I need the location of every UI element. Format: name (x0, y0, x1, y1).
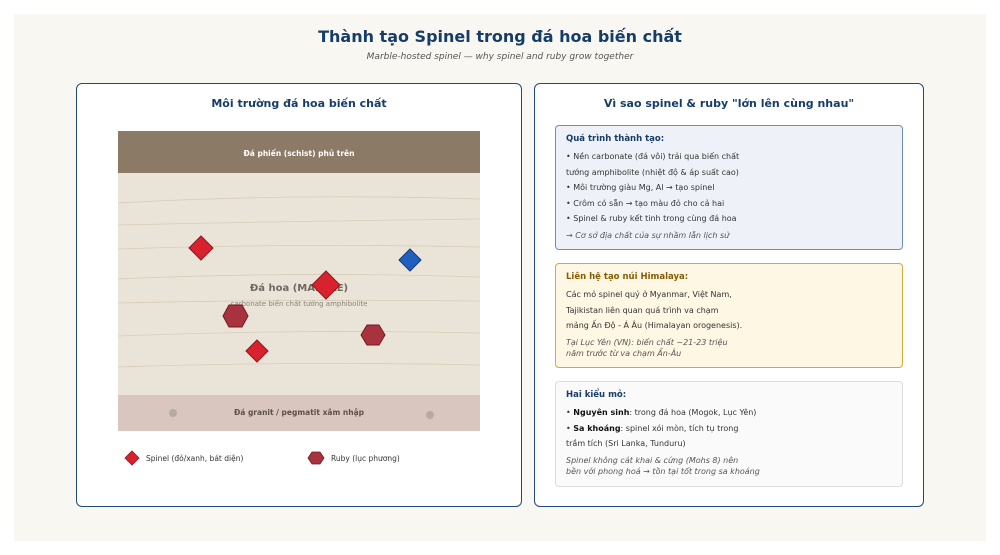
marble-veins (118, 196, 480, 368)
marble-environment-panel: Môi trường đá hoa biến chất Đá phiến (sc… (76, 83, 522, 507)
himalaya-line: mảng Ấn Độ - Á Âu (Himalayan orogenesis)… (566, 321, 743, 330)
marble-sublabel: carbonate biến chất tướng amphibolite (231, 300, 368, 308)
legend-spinel-label: Spinel (đỏ/xanh, bát diện) (146, 453, 244, 463)
placer-deposit-line-2: trầm tích (Sri Lanka, Tunduru) (566, 439, 686, 448)
formation-line: • Crôm có sẵn → tạo màu đỏ cho cả hai (566, 198, 725, 208)
primary-deposit-text: : trong đá hoa (Mogok, Lục Yên) (629, 408, 757, 417)
himalaya-line: Tajikistan liên quan quá trình va chạm (566, 305, 719, 315)
schist-label: Đá phiến (schist) phủ trên (244, 149, 355, 158)
spinel-legend-icon (124, 450, 140, 466)
formation-line: • Spinel & ruby kết tinh trong cùng đá h… (566, 214, 737, 223)
granite-grain (426, 411, 434, 419)
placer-deposit-term: Sa khoáng (573, 423, 621, 433)
primary-deposit-term: Nguyên sinh (573, 408, 630, 417)
himalaya-card: Liên hệ tạo núi Himalaya: Các mỏ spinel … (555, 263, 903, 368)
himalaya-note: Tại Lục Yên (VN): biến chất ~21-23 triệu… (566, 337, 892, 359)
deposit-note-line: Spinel không cát khai & cứng (Mohs 8) nê… (566, 455, 739, 465)
formation-process-card: Quá trình thành tạo: • Nền carbonate (đá… (555, 125, 903, 250)
page-subtitle: Marble-hosted spinel — why spinel and ru… (366, 52, 634, 62)
placer-deposit-text: : spinel xói mòn, tích tụ trong (620, 423, 739, 433)
ruby-legend-icon (307, 451, 325, 465)
deposit-note: Spinel không cát khai & cứng (Mohs 8) nê… (566, 455, 892, 477)
marble-layer (118, 173, 480, 395)
deposit-types-title: Hai kiểu mỏ: (566, 390, 627, 400)
himalaya-note-line: Tại Lục Yên (VN): biến chất ~21-23 triệu (566, 337, 728, 347)
deposit-note-line: bền với phong hoá → tồn tại tốt trong sa… (566, 466, 760, 476)
himalaya-note-line: năm trước từ va chạm Ấn-Âu (566, 348, 682, 358)
left-panel-title: Môi trường đá hoa biến chất (211, 97, 387, 110)
formation-note: → Cơ sở địa chất của sự nhầm lẫn lịch sử (566, 230, 730, 240)
legend-ruby: Ruby (lục phương) (307, 450, 400, 466)
primary-deposit-line: • Nguyên sinh: trong đá hoa (Mogok, Lục … (566, 408, 757, 417)
ruby-crystal (222, 304, 249, 328)
schist-layer (118, 131, 480, 173)
granite-grain (169, 409, 177, 417)
formation-process-title: Quá trình thành tạo: (566, 134, 665, 144)
spinel-red-crystal (311, 270, 341, 300)
marble-cross-section-diagram: Đá phiến (schist) phủ trên Đá hoa (MARBL… (118, 131, 480, 431)
legend-ruby-label: Ruby (lục phương) (331, 453, 400, 463)
himalaya-title: Liên hệ tạo núi Himalaya: (566, 272, 689, 282)
deposit-types-card: Hai kiểu mỏ: • Nguyên sinh: trong đá hoa… (555, 381, 903, 487)
himalaya-line: Các mỏ spinel quý ở Myanmar, Việt Nam, (566, 290, 732, 299)
placer-deposit-line: • Sa khoáng: spinel xói mòn, tích tụ tro… (566, 423, 739, 433)
legend-spinel: Spinel (đỏ/xanh, bát diện) (124, 450, 243, 466)
spinel-blue-crystal (398, 248, 422, 272)
formation-line: tướng amphibolite (nhiệt độ & áp suất ca… (566, 167, 739, 177)
spinel-red-crystal (245, 339, 269, 363)
formation-line: • Nền carbonate (đá vôi) trải qua biến c… (566, 152, 740, 161)
why-together-panel: Vì sao spinel & ruby "lớn lên cùng nhau"… (534, 83, 924, 507)
page-title: Thành tạo Spinel trong đá hoa biến chất (318, 27, 682, 46)
spinel-red-crystal (188, 235, 214, 261)
granite-layer (118, 395, 480, 431)
granite-label: Đá granit / pegmatit xâm nhập (234, 408, 365, 417)
ruby-crystal (360, 324, 386, 346)
formation-line: • Môi trường giàu Mg, Al → tạo spinel (566, 183, 715, 192)
right-panel-title: Vì sao spinel & ruby "lớn lên cùng nhau" (603, 97, 855, 110)
